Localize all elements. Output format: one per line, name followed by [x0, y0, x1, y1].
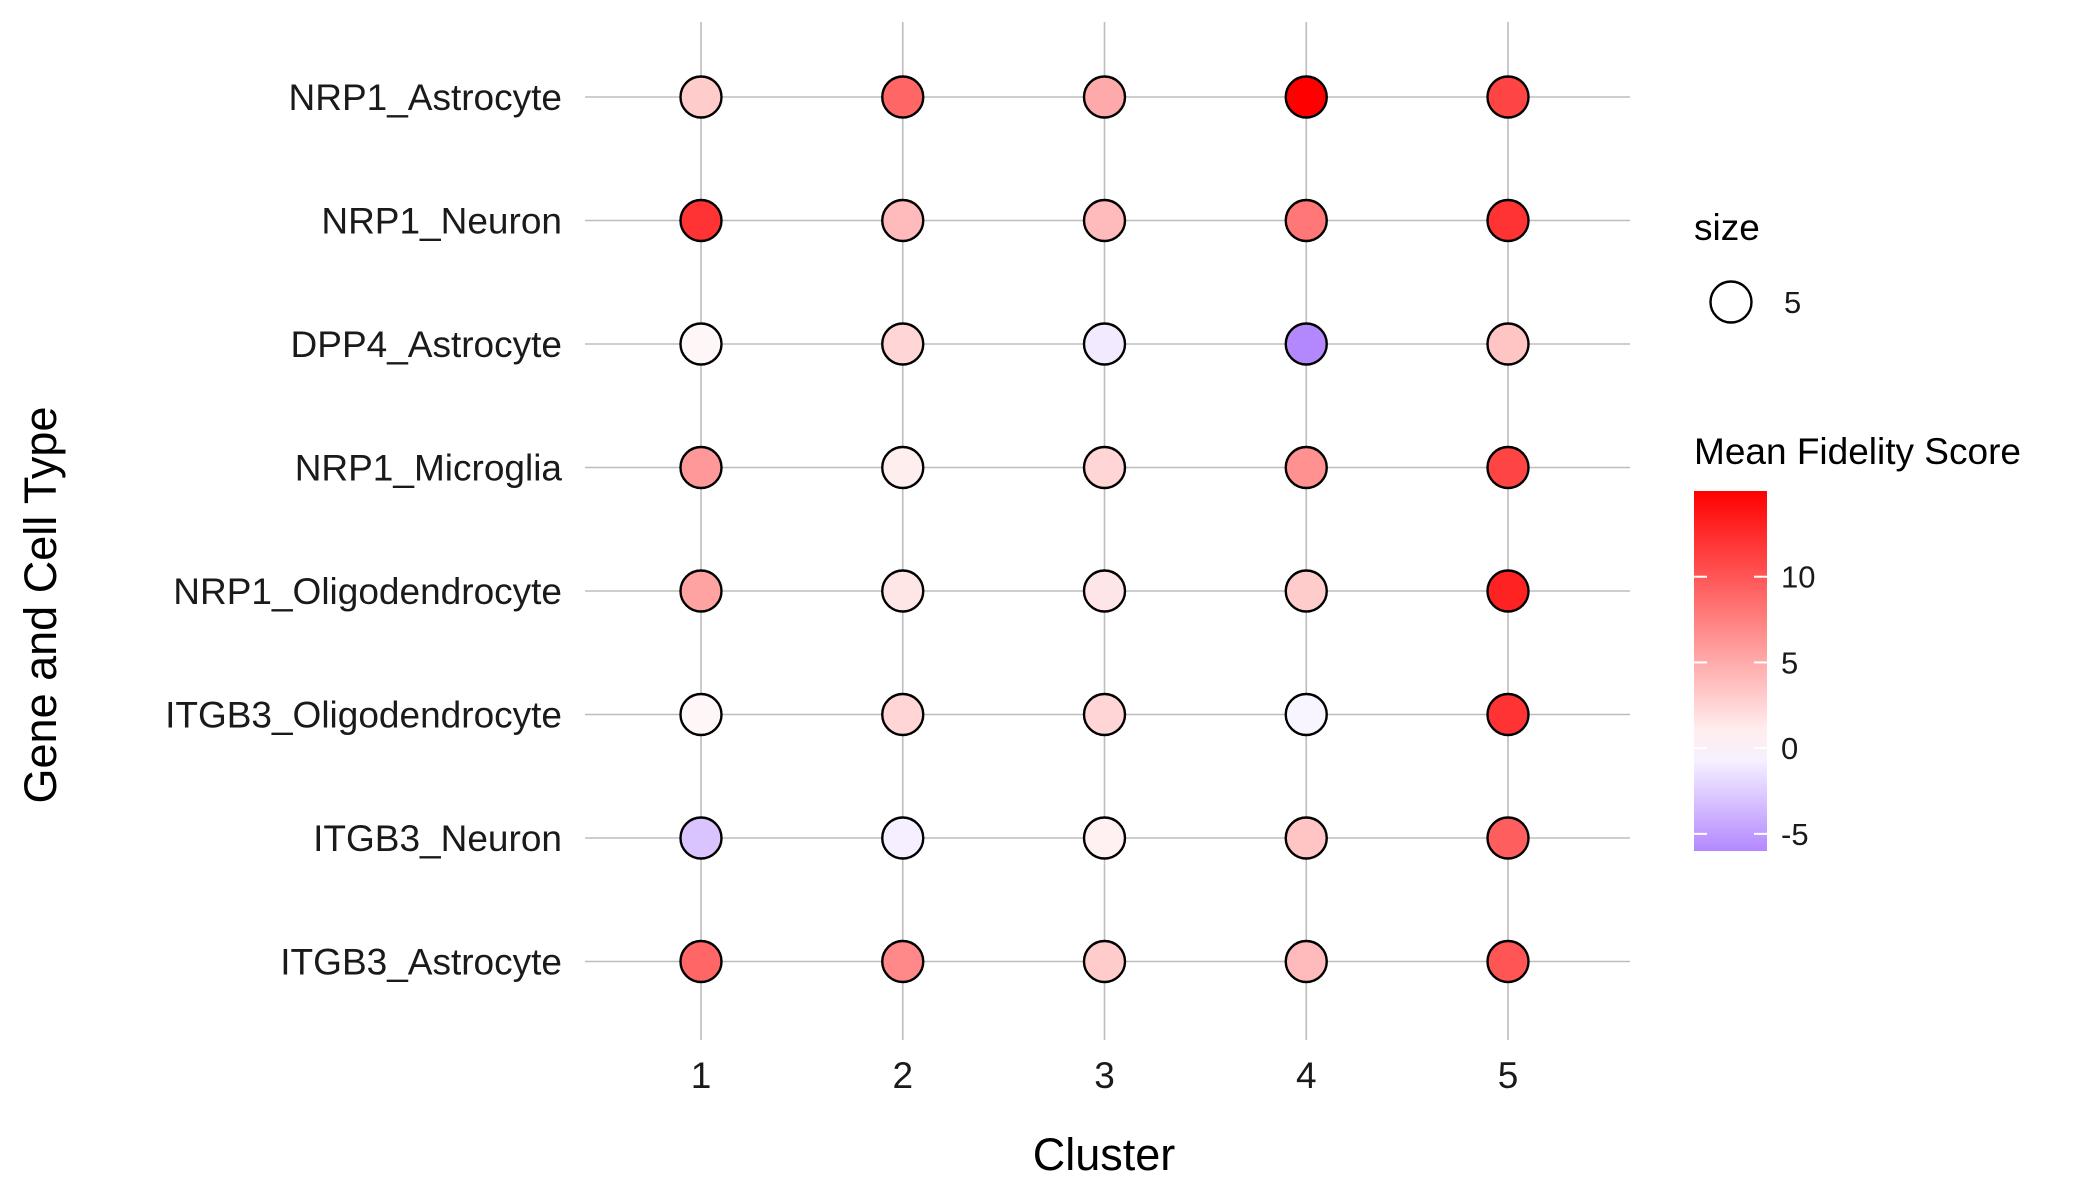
color-legend-title: Mean Fidelity Score: [1694, 431, 2021, 472]
data-point: [1082, 939, 1127, 984]
data-point: [1284, 198, 1328, 243]
data-point: [1486, 569, 1530, 613]
y-tick-labels: NRP1_Astrocyte NRP1_Neuron DPP4_Astrocyte N…: [165, 77, 562, 983]
colorbar-tick-label: 10: [1781, 560, 1815, 595]
data-point: [881, 322, 925, 366]
colorbar-tick-label: 0: [1781, 731, 1798, 766]
color-legend: Mean Fidelity Score 10 5 0 -5: [1694, 431, 2021, 852]
data-point: [881, 692, 925, 737]
y-tick-label: ITGB3_Astrocyte: [280, 942, 562, 983]
data-point: [1082, 322, 1127, 366]
x-tick-labels: 1 2 3 4 5: [691, 1055, 1519, 1096]
data-point: [1082, 816, 1127, 860]
data-point: [1082, 692, 1127, 737]
y-tick-label: NRP1_Oligodendrocyte: [173, 571, 562, 612]
data-points: [679, 75, 1530, 984]
color-legend-ticks: 10 5 0 -5: [1694, 560, 1815, 852]
data-point: [679, 198, 723, 243]
data-point: [1486, 445, 1530, 490]
data-point: [1284, 816, 1328, 860]
y-tick-label: ITGB3_Neuron: [313, 818, 562, 859]
x-tick-label: 5: [1498, 1055, 1519, 1096]
size-legend-label: 5: [1784, 285, 1801, 320]
data-point: [1082, 445, 1127, 490]
data-point: [679, 322, 723, 366]
data-point: [1486, 198, 1530, 243]
colorbar-tick-label: -5: [1781, 817, 1809, 852]
data-point: [1284, 322, 1328, 366]
y-tick-label: ITGB3_Oligodendrocyte: [165, 695, 562, 736]
data-point: [679, 939, 723, 984]
data-point: [679, 75, 723, 119]
data-point: [1082, 75, 1127, 119]
data-point: [881, 816, 925, 860]
x-tick-label: 1: [691, 1055, 712, 1096]
x-axis-title: Cluster: [1033, 1129, 1176, 1180]
size-legend: size 5: [1694, 207, 1801, 324]
data-point: [881, 198, 925, 243]
data-point: [1486, 939, 1530, 984]
colorbar-tick-label: 5: [1781, 645, 1798, 680]
size-legend-symbol: [1709, 280, 1753, 324]
data-point: [1486, 75, 1530, 119]
grid-lines: [585, 22, 1630, 1040]
x-tick-label: 3: [1094, 1055, 1115, 1096]
data-point: [1486, 692, 1530, 737]
y-tick-label: NRP1_Neuron: [321, 201, 562, 242]
size-legend-title: size: [1694, 207, 1760, 248]
data-point: [1082, 198, 1127, 243]
y-axis-title: Gene and Cell Type: [15, 407, 66, 804]
data-point: [679, 445, 723, 490]
data-point: [1284, 692, 1328, 737]
x-tick-label: 4: [1296, 1055, 1317, 1096]
y-tick-label: DPP4_Astrocyte: [291, 324, 562, 365]
color-legend-bar: [1694, 491, 1767, 851]
data-point: [1284, 939, 1328, 984]
data-point: [1284, 445, 1328, 490]
data-point: [881, 445, 925, 490]
y-tick-label: NRP1_Microglia: [295, 448, 563, 489]
data-point: [1284, 569, 1328, 613]
data-point: [679, 816, 723, 860]
data-point: [1082, 569, 1127, 613]
data-point: [679, 692, 723, 737]
data-point: [881, 939, 925, 984]
data-point: [1486, 322, 1530, 366]
data-point: [679, 569, 723, 613]
data-point: [1284, 75, 1328, 119]
x-tick-label: 2: [892, 1055, 913, 1096]
y-tick-label: NRP1_Astrocyte: [289, 77, 563, 118]
data-point: [1486, 816, 1530, 860]
data-point: [881, 569, 925, 613]
data-point: [881, 75, 925, 119]
